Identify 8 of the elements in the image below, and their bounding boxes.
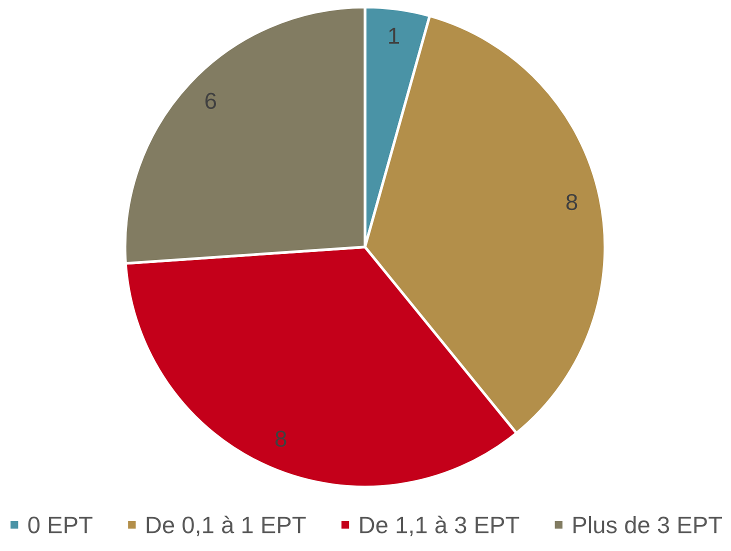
data-label: 8 <box>275 430 286 447</box>
legend-label: De 1,1 à 3 EPT <box>360 516 520 536</box>
data-label: 1 <box>389 28 400 44</box>
legend-label: Plus de 3 EPT <box>574 516 722 534</box>
data-label: 6 <box>205 92 216 109</box>
legend-label: De 0,1 à 1 EPT <box>146 516 306 536</box>
data-label: 8 <box>566 194 578 210</box>
legend-label: 0 EPT <box>28 516 92 534</box>
